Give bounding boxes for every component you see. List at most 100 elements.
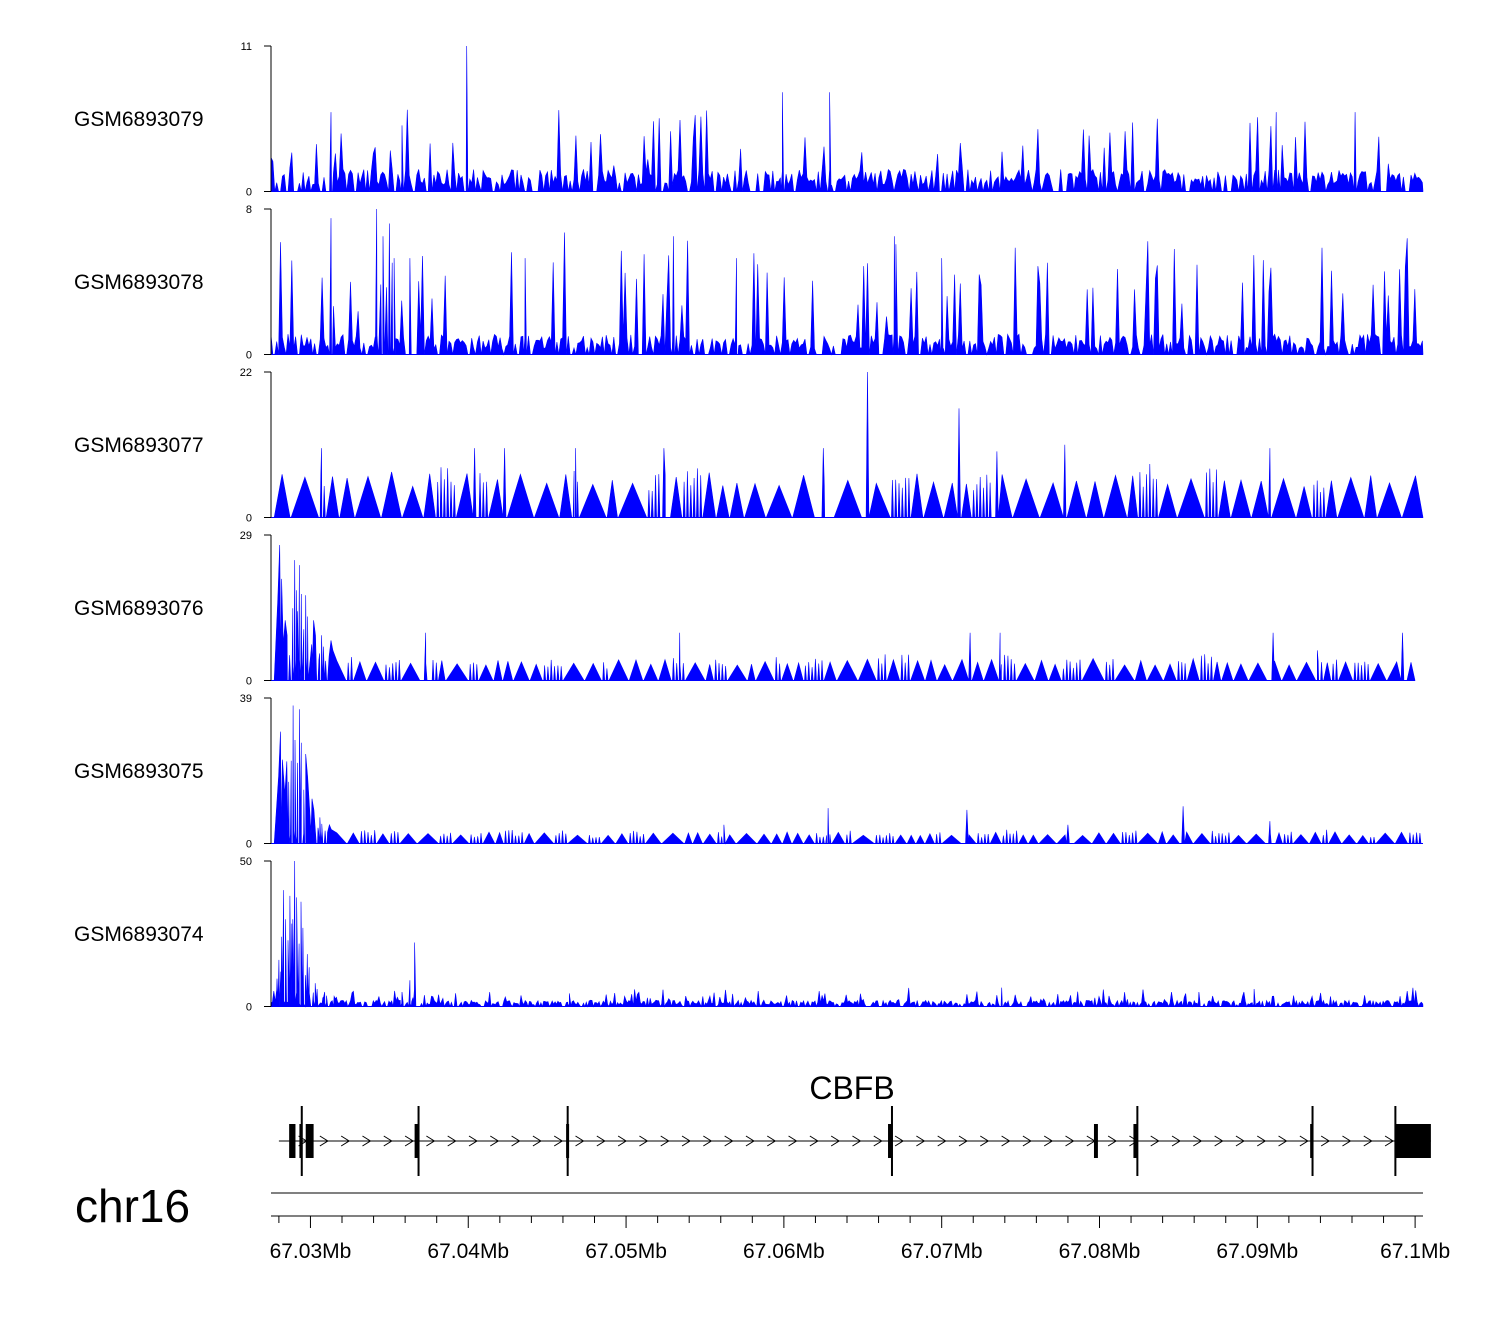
strand-arrow-icon [852, 1135, 862, 1147]
track-label: GSM6893076 [74, 597, 204, 620]
y-tick-label-zero: 0 [246, 1002, 252, 1014]
y-tick-label-zero: 0 [246, 839, 252, 851]
strand-arrow-icon [383, 1135, 393, 1147]
gene-model-cbfb: CBFB [278, 1070, 1431, 1176]
strand-arrow-icon [1384, 1135, 1395, 1147]
strand-arrow-icon [319, 1135, 329, 1147]
y-tick-label-max: 22 [240, 367, 252, 379]
strand-arrow-icon [1256, 1135, 1267, 1147]
exon-block [414, 1124, 419, 1158]
track-gsm6893079: 11 0 GSM6893079 [74, 41, 1424, 199]
strand-arrow-icon [362, 1135, 372, 1147]
strand-arrow-icon [745, 1135, 755, 1147]
track-label: GSM6893079 [74, 108, 204, 131]
axis-tick-label: 67.07Mb [901, 1240, 983, 1263]
y-tick-label-zero: 0 [246, 513, 252, 525]
strand-arrow-icon [1278, 1135, 1288, 1147]
coverage-tracks: 11 0 GSM6893079 8 0 GSM6893078 22 0 GSM6893077 29… [74, 41, 1424, 1014]
track-label: GSM6893078 [74, 271, 204, 294]
y-tick-label-max: 29 [240, 530, 252, 542]
strand-arrow-icon [1171, 1135, 1181, 1147]
axis-tick-label: 67.04Mb [427, 1240, 509, 1263]
strand-arrow-icon [660, 1135, 670, 1147]
y-tick-label-max: 50 [240, 856, 252, 868]
axis-tick-label: 67.06Mb [743, 1240, 825, 1263]
track-gsm6893078: 8 0 GSM6893078 [74, 204, 1424, 362]
strand-arrow-icon [404, 1135, 415, 1147]
track-label: GSM6893074 [74, 923, 204, 946]
strand-arrow-icon [1043, 1135, 1054, 1147]
strand-arrow-icon [916, 1135, 926, 1147]
track-label: GSM6893075 [74, 760, 204, 783]
track-gsm6893077: 22 0 GSM6893077 [74, 367, 1424, 525]
strand-arrow-icon [340, 1135, 351, 1147]
track-gsm6893075: 39 0 GSM6893075 [74, 693, 1423, 851]
strand-arrow-icon [1001, 1135, 1011, 1147]
strand-arrow-icon [1150, 1135, 1160, 1147]
strand-arrow-icon [617, 1135, 628, 1147]
coverage-area-gsm6893074 [270, 860, 1424, 1008]
strand-arrow-icon [1299, 1135, 1309, 1147]
strand-arrow-icon [830, 1135, 841, 1147]
strand-arrow-icon [980, 1135, 990, 1147]
strand-arrow-icon [1214, 1135, 1224, 1147]
exon-block [888, 1124, 892, 1158]
y-tick-label-max: 11 [241, 41, 252, 53]
strand-arrow-icon [894, 1135, 905, 1147]
strand-arrow-icon [958, 1135, 968, 1147]
coverage-area-gsm6893075 [273, 705, 1423, 845]
strand-arrow-icon [532, 1135, 542, 1147]
strand-arrow-icon [426, 1135, 436, 1147]
strand-arrow-icon [553, 1135, 564, 1147]
axis-tick-label: 67.1Mb [1380, 1240, 1450, 1263]
exon-block [1395, 1124, 1431, 1158]
exon-block [305, 1124, 314, 1158]
strand-arrow-icon [788, 1135, 798, 1147]
strand-arrow-icon [937, 1135, 947, 1147]
axis-tick-label: 67.09Mb [1216, 1240, 1298, 1263]
strand-arrow-icon [1193, 1135, 1203, 1147]
y-tick-label-zero: 0 [246, 187, 252, 199]
strand-arrow-icon [1235, 1135, 1245, 1147]
strand-arrow-icon [511, 1135, 521, 1147]
axis-tick-label: 67.08Mb [1059, 1240, 1141, 1263]
strand-arrow-icon [681, 1135, 691, 1147]
coverage-area-gsm6893077 [273, 371, 1424, 518]
strand-arrow-icon [1107, 1135, 1118, 1147]
strand-arrow-icon [447, 1135, 457, 1147]
strand-arrow-icon [490, 1135, 500, 1147]
track-gsm6893074: 50 0 GSM6893074 [74, 856, 1424, 1014]
coverage-area-gsm6893078 [270, 208, 1424, 356]
strand-arrow-icon [596, 1135, 606, 1147]
exon-block [289, 1124, 296, 1158]
coverage-area-gsm6893079 [270, 45, 1424, 192]
strand-arrow-icon [809, 1135, 819, 1147]
axis-tick-label: 67.03Mb [270, 1240, 352, 1263]
strand-arrow-icon [1363, 1135, 1373, 1147]
strand-arrow-icon [1065, 1135, 1075, 1147]
strand-arrow-icon [766, 1135, 777, 1147]
track-gsm6893076: 29 0 GSM6893076 [74, 530, 1416, 688]
strand-arrow-icon [639, 1135, 649, 1147]
gene-name-label: CBFB [809, 1070, 894, 1106]
axis-tick-label: 67.05Mb [585, 1240, 667, 1263]
strand-arrow-icon [468, 1135, 478, 1147]
track-label: GSM6893077 [74, 434, 204, 457]
y-tick-label-zero: 0 [246, 350, 252, 362]
strand-arrow-icon [873, 1135, 883, 1147]
strand-arrow-icon [1320, 1135, 1331, 1147]
genomic-axis: 67.03Mb 67.04Mb 67.05Mb 67.06Mb 67.07Mb 67.08… [270, 1192, 1450, 1263]
strand-arrow-icon [1022, 1135, 1032, 1147]
y-tick-label-max: 39 [240, 693, 252, 705]
exon-block [1133, 1124, 1138, 1158]
y-tick-label-max: 8 [246, 204, 252, 216]
coverage-area-gsm6893076 [273, 544, 1416, 681]
strand-arrow-icon [575, 1135, 585, 1147]
strand-arrow-icon [724, 1135, 734, 1147]
chromosome-label: chr16 [75, 1180, 190, 1232]
strand-arrow-icon [703, 1135, 713, 1147]
y-tick-label-zero: 0 [246, 676, 252, 688]
strand-arrow-icon [1342, 1135, 1352, 1147]
exon-block [1093, 1124, 1098, 1158]
